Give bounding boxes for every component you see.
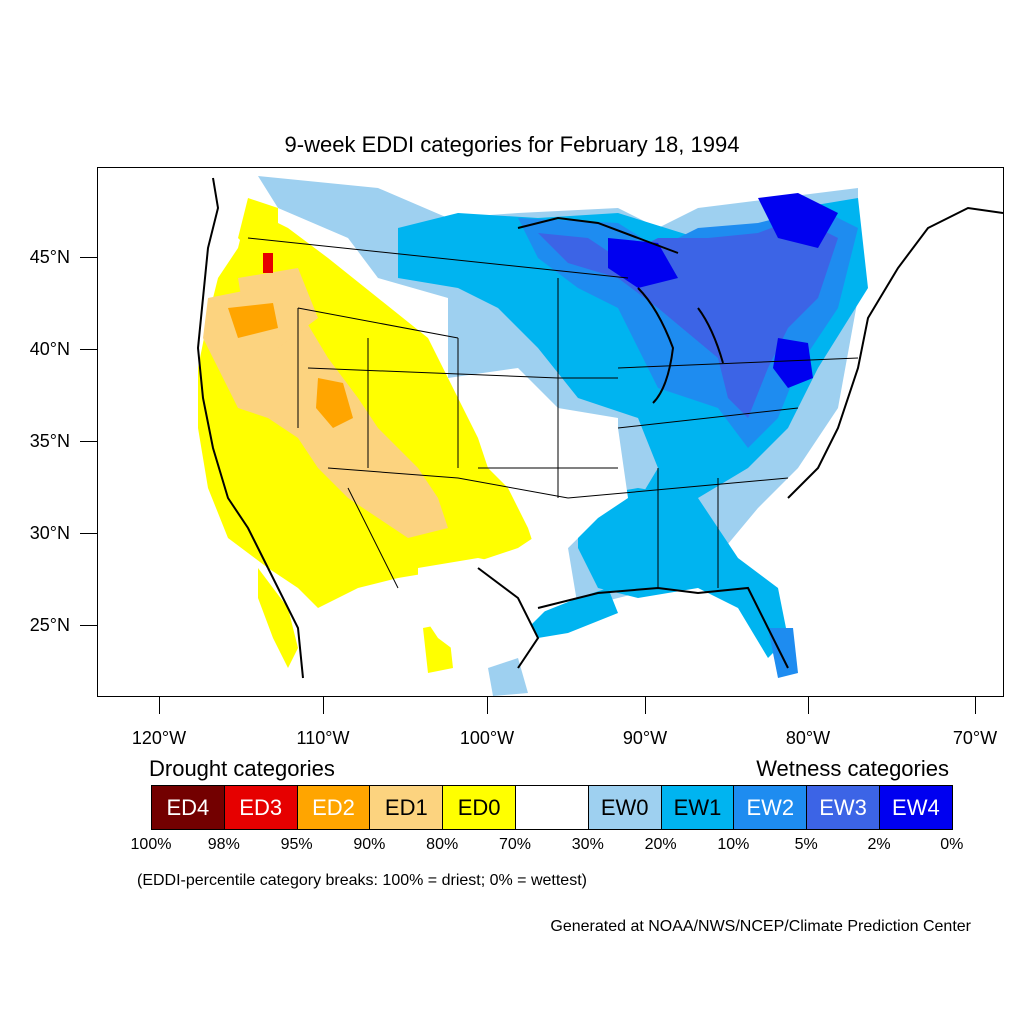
legend-swatch-ew3: EW3	[806, 785, 880, 830]
legend-swatch-ed2: ED2	[296, 785, 371, 830]
wet-region-ew4-florida	[768, 628, 798, 678]
wetness-categories-header: Wetness categories	[756, 756, 949, 781]
lat-label-30: 30°N	[29, 523, 70, 543]
map-title: 9-week EDDI categories for February 18, …	[284, 132, 740, 157]
lat-tick	[80, 349, 97, 350]
lat-label-45: 45°N	[29, 247, 70, 267]
legend-break-label: 20%	[644, 836, 677, 853]
map-canvas	[196, 176, 1003, 696]
wetness-regions	[258, 176, 868, 696]
drought-categories-header: Drought categories	[149, 756, 335, 781]
wet-region-ew4-quebec	[758, 193, 838, 248]
lon-tick	[323, 697, 324, 714]
wet-region-ew4-pennsylvania	[773, 338, 813, 388]
lon-tick	[975, 697, 976, 714]
legend-swatch-ed3: ED3	[223, 785, 298, 830]
lon-tick	[487, 697, 488, 714]
legend-break-label: 5%	[794, 836, 818, 853]
legend-swatch-neutral	[515, 785, 589, 830]
wet-region-ew1-gulf	[528, 588, 618, 638]
lon-tick	[808, 697, 809, 714]
lat-label-40: 40°N	[29, 339, 70, 359]
legend-break-label: 100%	[130, 836, 172, 853]
legend-swatch-ew4: EW4	[879, 785, 953, 830]
lon-label-100: 100°W	[459, 728, 515, 748]
legend-swatch-ed0: ED0	[442, 785, 516, 830]
legend-break-label: 95%	[280, 836, 313, 853]
legend-break-label: 70%	[498, 836, 532, 853]
category-breaks-note: (EDDI-percentile category breaks: 100% =…	[137, 872, 587, 889]
legend-swatch-ew1: EW1	[660, 785, 735, 830]
lon-label-90: 90°W	[622, 728, 668, 748]
lat-tick	[80, 625, 97, 626]
lat-label-25: 25°N	[29, 615, 70, 635]
eddi-map	[97, 167, 1004, 697]
state-boundaries	[247, 237, 859, 589]
dry-region-ed2-oregon	[228, 303, 278, 338]
lon-label-80: 80°W	[785, 728, 831, 748]
lat-tick	[80, 533, 97, 534]
dry-region-ed2-washington	[263, 253, 273, 273]
legend-break-label: 0%	[940, 836, 964, 853]
legend-break-label: 10%	[717, 836, 750, 853]
wet-region-ew4-lake-superior	[608, 238, 678, 288]
coastlines	[196, 177, 1003, 679]
legend-break-label: 98%	[207, 836, 240, 853]
lon-label-110: 110°W	[296, 728, 350, 748]
legend-swatch-ew2: EW2	[733, 785, 808, 830]
dry-region-ed0-baja	[258, 568, 298, 668]
lon-tick	[159, 697, 160, 714]
credit-line: Generated at NOAA/NWS/NCEP/Climate Predi…	[550, 918, 971, 935]
wet-region-ew1-southeast	[578, 488, 788, 658]
lon-tick	[645, 697, 646, 714]
legend-swatch-ed4: ED4	[151, 785, 225, 830]
neutral-region	[418, 428, 628, 668]
lon-label-70: 70°W	[952, 728, 998, 748]
legend-swatch-ed1: ED1	[369, 785, 444, 830]
dry-region-ed2-utah	[316, 378, 353, 428]
legend-break-label: 2%	[867, 836, 891, 853]
legend-swatch-ew0: EW0	[587, 785, 662, 830]
lat-tick	[80, 441, 97, 442]
lon-label-120: 120°W	[131, 728, 187, 748]
legend-break-label: 90%	[353, 836, 386, 853]
dry-region-ed0-northwest	[238, 198, 278, 258]
lat-tick	[80, 257, 97, 258]
drought-regions	[198, 198, 548, 673]
legend-break-label: 80%	[426, 836, 459, 853]
lat-label-35: 35°N	[29, 431, 70, 451]
legend-break-label: 30%	[571, 836, 604, 853]
